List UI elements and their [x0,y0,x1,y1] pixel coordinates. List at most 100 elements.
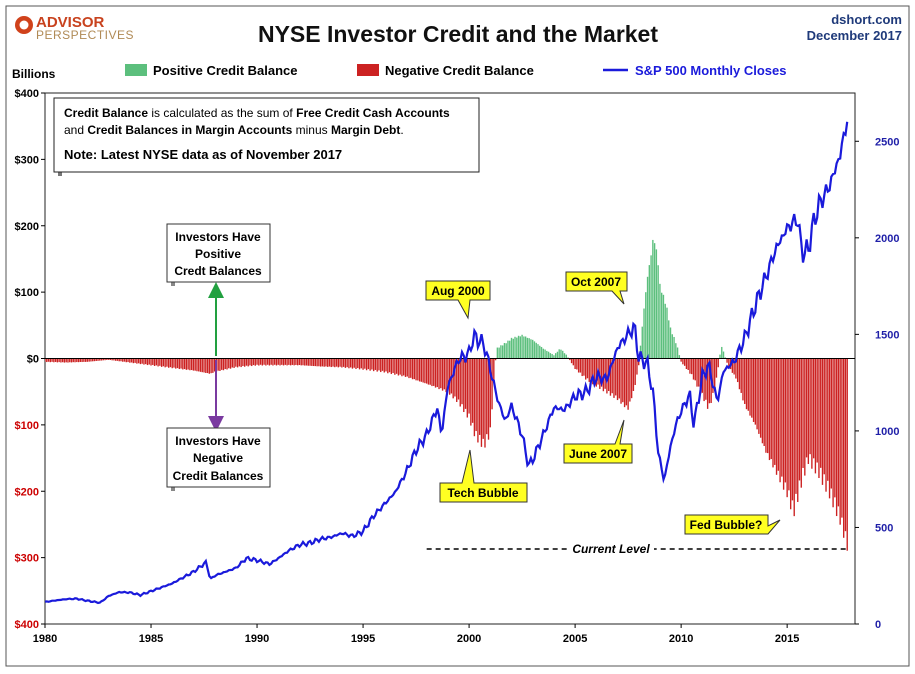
positive-credit-bar [648,265,651,359]
negative-credit-bar [812,358,815,459]
investors-positive-callout: Investors Have Positive Credt Balances [166,223,271,286]
negative-credit-bar [194,358,196,371]
negative-credit-bar [484,358,486,448]
negative-credit-bar [258,358,260,366]
negative-credit-bar [618,358,620,399]
negative-credit-bar [67,358,69,363]
negative-credit-bar [45,358,46,362]
negative-credit-bar [461,358,463,405]
negative-credit-bar [592,358,594,385]
negative-credit-bar [360,358,362,369]
negative-credit-bar [199,358,202,372]
positive-credit-bar [675,343,677,359]
positive-credit-bar [563,353,566,359]
negative-credit-bar [302,358,304,366]
positive-credit-bar [562,350,564,359]
negative-credit-bar [263,358,265,365]
negative-credit-bar [464,358,467,409]
negative-credit-bar [104,358,106,361]
negative-credit-bar [781,358,783,477]
negative-credit-bar [820,358,822,468]
positive-credit-bar [549,353,552,359]
negative-credit-bar [205,358,207,373]
negative-credit-bar [482,358,484,439]
negative-credit-bar [63,358,66,363]
negative-credit-bar [284,358,287,365]
investors-negative-line3: Credit Balances [173,469,264,483]
negative-credit-bar [344,358,347,368]
negative-credit-bar [176,358,179,369]
negative-credit-bar [844,358,847,532]
negative-credit-bar [168,358,170,368]
negative-credit-bar [798,358,801,481]
negative-credit-bar [60,358,62,363]
positive-credit-bar [530,339,532,359]
negative-credit-bar [169,358,172,368]
negative-credit-bar [367,358,370,370]
negative-credit-bar [698,358,700,387]
positive-credit-bar [500,345,502,359]
negative-credit-bar [304,358,306,366]
negative-credit-bar [841,358,843,518]
negative-credit-bar [775,358,778,475]
positive-credit-bar [664,303,666,359]
negative-credit-bar [413,358,415,380]
negative-credit-bar [425,358,428,384]
negative-credit-bar [213,358,216,372]
negative-credit-bar [83,358,85,362]
negative-credit-bar [282,358,285,366]
negative-credit-bar [139,358,142,365]
negative-credit-bar [298,358,301,365]
negative-credit-bar [153,358,156,366]
negative-credit-bar [399,358,401,375]
negative-credit-bar [221,358,223,370]
negative-credit-bar [325,358,327,367]
positive-credit-bar [659,283,661,359]
note-line2: and Credit Balances in Margin Accounts m… [64,123,404,137]
positive-credit-bar [503,342,506,359]
x-tick-label: 2010 [669,633,693,645]
negative-credit-bar [337,358,340,368]
positive-credit-bar [547,351,550,359]
positive-credit-bar [501,345,504,359]
negative-credit-bar [69,358,71,363]
negative-credit-bar [576,358,578,370]
negative-credit-bar [88,358,90,362]
note-line1: Credit Balance is calculated as the sum … [64,106,450,120]
negative-credit-bar [809,358,811,455]
negative-credit-bar [380,358,382,373]
y-left-tick-label: $0 [27,354,39,366]
negative-credit-bar [754,358,757,425]
negative-credit-bar [627,358,629,410]
negative-credit-bar [132,358,135,364]
negative-credit-bar [277,358,279,365]
negative-credit-bar [802,358,804,468]
negative-credit-bar [586,358,589,379]
negative-credit-bar [572,358,575,366]
legend-negative-swatch [357,64,379,76]
negative-credit-bar [372,358,375,372]
negative-credit-bar [387,358,389,374]
negative-credit-bar [365,358,368,371]
negative-credit-bar [429,358,431,385]
negative-credit-bar [744,358,746,404]
negative-credit-bar [742,358,744,401]
negative-credit-bar [791,358,794,501]
negative-credit-bar [630,358,633,399]
y-left-tick-label: $200 [15,221,39,233]
negative-credit-bar [47,358,50,362]
negative-credit-bar [625,358,628,406]
negative-credit-bar [768,358,771,461]
negative-credit-bar [493,358,495,381]
negative-credit-bar [823,358,825,475]
positive-credit-bar [517,335,520,359]
negative-credit-bar [243,358,246,367]
source-site: dshort.com [831,12,902,27]
negative-credit-bar [388,358,391,373]
negative-credit-bar [574,358,576,369]
negative-credit-bar [427,358,430,385]
negative-credit-bar [590,358,592,381]
negative-credit-bar [266,358,269,365]
negative-credit-bar [632,358,635,391]
negative-credit-bar [305,358,308,366]
